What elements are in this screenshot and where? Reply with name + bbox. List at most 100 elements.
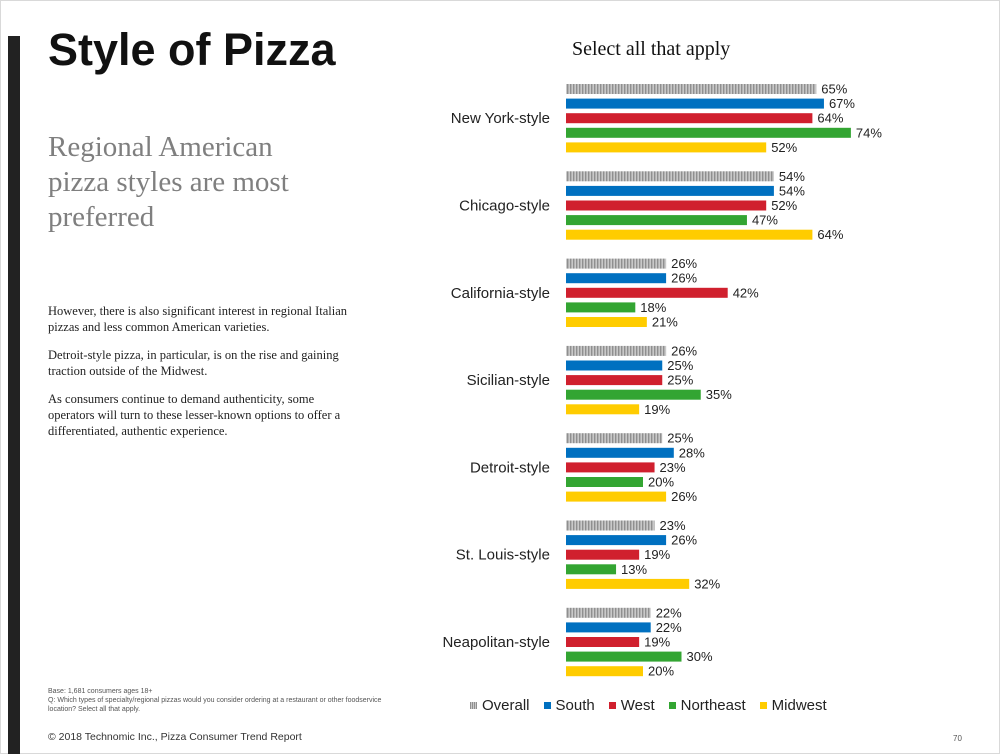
data-label: 23% [660,518,686,533]
legend-swatch [470,701,477,709]
bar-south [566,360,663,371]
data-label: 54% [779,169,805,184]
data-label: 64% [817,111,843,126]
data-label: 26% [671,343,697,358]
bar-northeast [566,302,636,313]
question-note: Q: Which types of specialty/regional piz… [48,697,382,713]
data-label: 47% [752,213,778,228]
data-label: 19% [644,635,670,650]
bar-northeast [566,389,701,400]
data-label: 19% [644,547,670,562]
data-label: 26% [671,489,697,504]
legend-swatch [759,701,767,709]
bar-overall [566,171,774,182]
data-label: 26% [671,256,697,271]
legend-item-northeast: Northeast [668,696,746,714]
bar-midwest [566,142,767,153]
data-label: 52% [771,198,797,213]
data-label: 22% [656,605,682,620]
data-label: 22% [656,620,682,635]
bar-south [566,447,674,458]
data-label: 30% [687,649,713,664]
legend-item-west: West [608,696,655,714]
bar-northeast [566,127,851,138]
bar-midwest [566,578,690,589]
bar-overall [566,433,663,444]
legend-label: Overall [482,696,530,714]
legend-swatch [543,701,551,709]
bar-overall [566,84,817,94]
legend-swatch [608,701,616,709]
category-label: New York-style [451,110,550,127]
data-label: 18% [640,300,666,315]
bar-midwest [566,666,643,677]
bar-northeast [566,215,747,226]
bar-overall [566,345,667,356]
legend-label: South [555,696,595,714]
slide-title: Style of Pizza [48,24,336,75]
legend-label: Midwest [771,696,827,714]
bar-west [566,287,728,298]
chart-legend: Overall South West Northeast Midwest [470,695,900,715]
bar-south [566,273,667,284]
category-label: Neapolitan-style [442,634,550,651]
bar-south [566,98,824,109]
data-label: 64% [817,227,843,242]
data-label: 25% [667,373,693,388]
data-label: 25% [667,358,693,373]
bar-midwest [566,317,647,327]
data-label: 13% [621,562,647,577]
bar-west [566,200,767,211]
bar-northeast [566,477,643,487]
base-note-block: Base: 1,681 consumers ages 18+ Q: Which … [48,687,388,714]
bar-midwest [566,491,667,502]
data-label: 52% [771,140,797,155]
slide-subtitle: Regional American pizza styles are most … [48,131,289,233]
bar-west [566,637,640,647]
bar-midwest [566,229,813,240]
legend-item-overall: Overall [470,697,530,714]
paragraph-1: However, there is also significant inter… [48,304,348,334]
data-label: 32% [694,576,720,591]
data-label: 20% [648,664,674,679]
category-label: California-style [451,285,550,302]
base-note: Base: 1,681 consumers ages 18+ [48,688,153,695]
data-label: 25% [667,431,693,446]
legend-label: West [620,696,655,714]
data-label: 23% [660,460,686,475]
bar-chart: New York-style65%67%64%74%52%Chicago-sty… [442,82,882,679]
data-label: 65% [821,82,847,97]
bar-overall [566,607,651,618]
bar-west [566,462,655,473]
category-label: Detroit-style [470,459,550,476]
bar-south [566,535,667,546]
body-text: However, there is also significant inter… [48,303,348,451]
paragraph-2: Detroit-style pizza, in particular, is o… [48,348,339,378]
bar-northeast [566,564,617,575]
data-label: 54% [779,183,805,198]
bar-northeast [566,651,682,662]
data-label: 26% [671,271,697,286]
bar-west [566,375,663,386]
data-label: 35% [706,387,732,402]
bar-south [566,622,651,633]
bar-overall [566,520,655,531]
bar-midwest [566,404,640,415]
bar-west [566,113,813,124]
data-label: 21% [652,315,678,330]
page-number: 70 [953,734,962,743]
legend-swatch [668,701,676,709]
legend-label: Northeast [680,696,746,714]
data-label: 19% [644,402,670,417]
legend-item-south: South [543,696,595,714]
category-label: St. Louis-style [456,547,550,564]
category-label: Chicago-style [459,198,550,215]
legend-item-midwest: Midwest [759,696,827,714]
data-label: 74% [856,125,882,140]
bar-south [566,185,774,196]
accent-bar [8,36,20,754]
data-label: 67% [829,96,855,111]
data-label: 26% [671,533,697,548]
data-label: 42% [733,285,759,300]
copyright: © 2018 Technomic Inc., Pizza Consumer Tr… [48,731,302,743]
